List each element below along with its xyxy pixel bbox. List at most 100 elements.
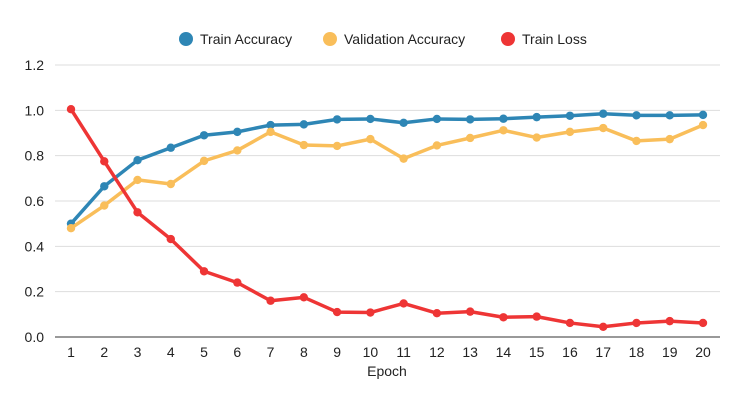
data-point <box>399 154 408 163</box>
data-point <box>465 115 475 124</box>
data-point <box>499 114 508 123</box>
data-point <box>698 318 708 328</box>
x-axis-ticks: 1 2 3 4 5 6 7 8 9 10 11 12 13 14 15 16 17 18 19 20 <box>67 344 711 360</box>
data-point <box>266 296 275 305</box>
data-point <box>299 120 309 129</box>
data-point <box>465 133 475 143</box>
legend-marker <box>179 32 193 46</box>
data-point <box>565 127 575 137</box>
series-layer <box>66 105 708 331</box>
data-point <box>599 322 608 331</box>
data-point <box>532 112 541 122</box>
data-point <box>133 175 142 185</box>
data-point <box>233 278 242 287</box>
y-tick-label: 0.0 <box>25 329 45 345</box>
series-line <box>69 123 705 230</box>
data-point <box>698 120 708 130</box>
x-tick-label: 15 <box>529 344 545 360</box>
data-point <box>599 109 608 118</box>
data-point <box>565 318 575 328</box>
legend-label: Train Loss <box>522 31 587 47</box>
x-tick-label: 3 <box>134 344 142 360</box>
x-tick-label: 1 <box>67 344 75 360</box>
legend-marker <box>323 32 337 46</box>
data-point <box>133 208 142 217</box>
data-point <box>100 157 109 166</box>
y-tick-label: 0.8 <box>25 148 45 164</box>
data-point <box>499 313 508 322</box>
x-tick-label: 12 <box>429 344 445 360</box>
legend-item: Validation Accuracy <box>323 31 465 47</box>
data-point <box>465 307 475 316</box>
x-tick-label: 6 <box>233 344 241 360</box>
data-point <box>499 126 508 135</box>
data-point <box>665 134 674 144</box>
legend: Train Accuracy Validation Accuracy Train L… <box>179 31 587 47</box>
data-point <box>199 131 209 140</box>
data-point <box>432 141 442 150</box>
x-tick-label: 8 <box>300 344 308 360</box>
data-point <box>698 110 708 120</box>
data-point <box>632 136 641 146</box>
data-point <box>532 312 541 321</box>
x-tick-label: 16 <box>562 344 578 360</box>
data-point <box>100 182 109 191</box>
y-tick-label: 1.0 <box>25 102 45 118</box>
series-validation-accuracy <box>66 120 708 233</box>
series-line <box>69 111 705 226</box>
x-tick-label: 5 <box>200 344 208 360</box>
legend-item: Train Accuracy <box>179 31 292 47</box>
x-tick-label: 13 <box>462 344 478 360</box>
data-point <box>366 134 375 144</box>
x-tick-label: 18 <box>629 344 645 360</box>
x-tick-label: 17 <box>595 344 611 360</box>
data-point <box>366 114 375 124</box>
data-point <box>665 316 674 326</box>
data-point <box>199 156 209 166</box>
data-point <box>399 118 408 128</box>
data-point <box>532 133 541 142</box>
data-point <box>299 140 309 150</box>
data-point <box>166 234 175 244</box>
data-point <box>332 141 342 151</box>
data-point <box>66 224 76 233</box>
x-tick-label: 9 <box>333 344 341 360</box>
x-tick-label: 7 <box>267 344 275 360</box>
data-point <box>399 299 408 308</box>
y-tick-label: 1.2 <box>25 57 45 73</box>
x-tick-label: 14 <box>496 344 512 360</box>
data-point <box>233 127 242 137</box>
x-tick-label: 20 <box>695 344 711 360</box>
x-tick-label: 10 <box>363 344 379 360</box>
data-point <box>432 114 442 124</box>
x-tick-label: 2 <box>100 344 108 360</box>
data-point <box>266 120 275 130</box>
data-point <box>100 201 109 210</box>
series-line <box>69 107 705 329</box>
data-point <box>332 307 342 317</box>
y-tick-label: 0.2 <box>25 284 45 300</box>
data-point <box>332 115 342 124</box>
x-tick-label: 19 <box>662 344 678 360</box>
x-tick-label: 4 <box>167 344 175 360</box>
data-point <box>266 127 275 137</box>
legend-label: Train Accuracy <box>200 31 292 47</box>
data-point <box>665 111 674 120</box>
data-point <box>299 293 309 302</box>
data-point <box>599 123 608 133</box>
data-point <box>366 308 375 317</box>
data-point <box>166 179 175 189</box>
y-tick-label: 0.6 <box>25 193 45 209</box>
y-tick-label: 0.4 <box>25 238 45 254</box>
legend-label: Validation Accuracy <box>344 31 465 47</box>
data-point <box>632 111 641 120</box>
x-axis-label: Epoch <box>367 363 407 379</box>
series-train-loss <box>66 105 708 331</box>
data-point <box>632 318 641 328</box>
data-point <box>233 146 242 155</box>
legend-item: Train Loss <box>501 31 587 47</box>
data-point <box>166 143 175 152</box>
data-point <box>565 111 575 120</box>
data-point <box>432 309 442 318</box>
